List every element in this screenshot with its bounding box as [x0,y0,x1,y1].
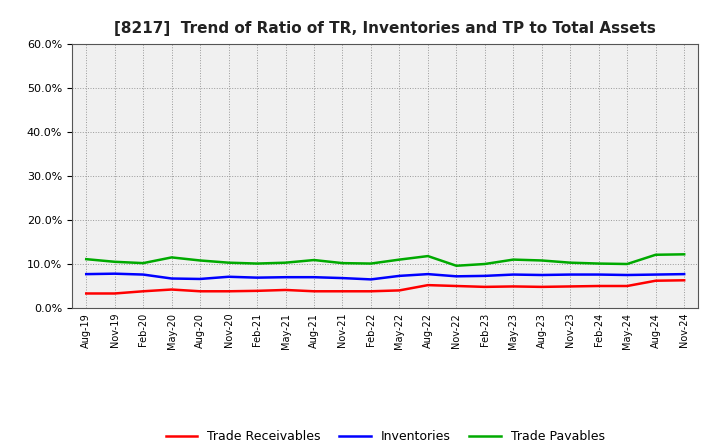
Trade Receivables [595,283,603,289]
Inventories [652,272,660,277]
Trade Receivables [680,278,688,283]
Inventories [310,275,318,280]
Inventories [139,272,148,277]
Trade Receivables [366,289,375,294]
Inventories [537,272,546,278]
Trade Payables [566,260,575,265]
Trade Payables [423,253,432,259]
Trade Receivables [652,278,660,283]
Legend: Trade Receivables, Inventories, Trade Payables: Trade Receivables, Inventories, Trade Pa… [161,425,610,440]
Trade Payables [167,255,176,260]
Trade Receivables [395,288,404,293]
Trade Receivables [623,283,631,289]
Trade Receivables [167,287,176,292]
Trade Payables [452,263,461,268]
Trade Receivables [338,289,347,294]
Trade Payables [282,260,290,265]
Trade Payables [623,261,631,267]
Inventories [82,271,91,277]
Trade Payables [595,261,603,266]
Inventories [423,271,432,277]
Trade Receivables [480,284,489,290]
Inventories [395,273,404,279]
Trade Receivables [452,283,461,289]
Line: Inventories: Inventories [86,274,684,279]
Trade Receivables [566,284,575,289]
Inventories [196,276,204,282]
Inventories [338,275,347,281]
Trade Payables [139,260,148,266]
Inventories [366,277,375,282]
Trade Receivables [110,291,119,296]
Trade Receivables [537,284,546,290]
Trade Payables [366,261,375,266]
Trade Payables [338,260,347,266]
Trade Payables [225,260,233,265]
Trade Receivables [253,288,261,293]
Inventories [110,271,119,276]
Trade Payables [509,257,518,262]
Inventories [595,272,603,277]
Inventories [480,273,489,279]
Inventories [253,275,261,280]
Trade Payables [196,258,204,263]
Trade Payables [310,257,318,263]
Inventories [167,276,176,281]
Title: [8217]  Trend of Ratio of TR, Inventories and TP to Total Assets: [8217] Trend of Ratio of TR, Inventories… [114,21,656,36]
Trade Payables [480,261,489,267]
Trade Payables [82,257,91,262]
Trade Receivables [139,289,148,294]
Inventories [680,271,688,277]
Trade Payables [253,261,261,266]
Line: Trade Receivables: Trade Receivables [86,280,684,293]
Trade Receivables [509,284,518,289]
Trade Receivables [423,282,432,288]
Trade Receivables [225,289,233,294]
Inventories [623,272,631,278]
Trade Payables [652,252,660,257]
Trade Payables [537,258,546,263]
Trade Payables [395,257,404,262]
Trade Payables [680,252,688,257]
Inventories [452,274,461,279]
Inventories [566,272,575,277]
Trade Receivables [82,291,91,296]
Inventories [509,272,518,277]
Trade Receivables [196,289,204,294]
Trade Payables [110,259,119,264]
Trade Receivables [282,287,290,293]
Inventories [225,274,233,279]
Inventories [282,275,290,280]
Line: Trade Payables: Trade Payables [86,254,684,266]
Trade Receivables [310,289,318,294]
